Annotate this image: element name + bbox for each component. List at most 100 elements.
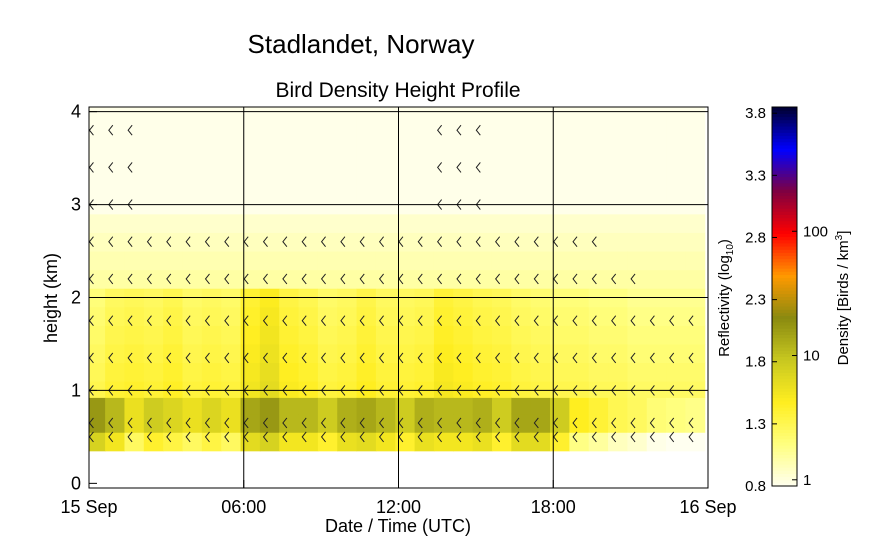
heatmap-cell: [569, 432, 590, 452]
wind-barb: [514, 315, 520, 327]
heatmap-cell: [569, 213, 590, 233]
heatmap-cell: [337, 432, 358, 452]
wind-barb: [166, 273, 172, 285]
heatmap-cell: [143, 432, 164, 452]
heatmap-cell: [491, 381, 512, 398]
colorbar-segment: [772, 302, 797, 307]
heatmap-cell: [201, 362, 222, 382]
heatmap-cell: [530, 269, 551, 289]
heatmap-cell: [375, 306, 396, 326]
heatmap-cell: [453, 107, 474, 150]
colorbar-segment: [772, 268, 797, 272]
heatmap-cell: [588, 343, 609, 364]
heatmap-cell: [433, 213, 454, 233]
wind-barb: [146, 236, 152, 248]
wind-barb: [533, 236, 539, 248]
wind-barb: [475, 417, 481, 429]
heatmap-cell: [511, 148, 532, 187]
wind-barb: [533, 273, 539, 285]
wind-barb: [417, 352, 423, 364]
heatmap-cell: [375, 397, 396, 415]
heatmap-cell: [491, 362, 512, 382]
heatmap-cell: [143, 269, 164, 289]
heatmap-cell: [395, 381, 416, 398]
colorbar-segment: [772, 296, 797, 301]
heatmap-cell: [472, 213, 493, 233]
colorbar-segment: [772, 271, 797, 275]
heatmap-cell: [666, 213, 686, 233]
colorbar-segment: [772, 410, 797, 414]
heatmap-cell: [89, 185, 106, 215]
heatmap-cell: [221, 269, 242, 289]
colorbar-segment: [772, 350, 797, 354]
heatmap-cell: [337, 148, 358, 187]
wind-barb: [591, 236, 597, 248]
heatmap-cell: [182, 397, 203, 415]
heatmap-cell: [89, 148, 106, 187]
heatmap-cell: [395, 269, 416, 289]
heatmap-cell: [414, 148, 435, 187]
wind-barb: [127, 162, 133, 173]
colorbar-segment: [772, 388, 797, 392]
heatmap-cell: [298, 381, 319, 398]
heatmap-cell: [279, 251, 300, 271]
colorbar-segment: [772, 432, 797, 437]
wind-barb: [495, 236, 501, 248]
wind-barb: [282, 417, 288, 429]
wind-barb: [688, 431, 694, 443]
heatmap-cell: [588, 325, 609, 345]
colorbar-segment: [772, 255, 797, 260]
wind-barb: [456, 315, 462, 327]
heatmap-cell: [240, 107, 261, 150]
heatmap-cell: [163, 269, 183, 289]
heatmap-cell: [240, 343, 261, 364]
heatmap-cell: [259, 432, 280, 452]
heatmap-cell: [530, 107, 551, 150]
colorbar-segment: [772, 239, 797, 244]
heatmap-cell: [143, 343, 164, 364]
heatmap-cell: [356, 251, 377, 271]
heatmap-cell: [105, 325, 125, 345]
heatmap-cell: [356, 343, 377, 364]
heatmap-cell: [221, 432, 242, 452]
wind-barb: [320, 352, 326, 364]
heatmap-cell: [453, 343, 474, 364]
heatmap-cell: [182, 362, 203, 382]
wind-barb: [378, 315, 384, 327]
wind-barb: [436, 124, 443, 136]
heatmap-cell: [433, 251, 454, 271]
heatmap-cell: [666, 397, 686, 415]
heatmap-cell: [453, 185, 474, 215]
wind-barb: [224, 417, 230, 429]
heatmap-cell: [279, 107, 300, 150]
heatmap-cell: [608, 306, 628, 326]
colorbar-segment: [772, 378, 797, 383]
heatmap-cell: [530, 343, 551, 364]
heatmap-cell: [627, 381, 648, 398]
colorbar-segment: [772, 328, 797, 332]
wind-barb: [146, 417, 152, 429]
heatmap-cell: [433, 107, 454, 150]
colorbar-segment: [772, 451, 797, 456]
heatmap-cell: [375, 432, 396, 452]
wind-barb: [127, 236, 133, 248]
heatmap-cell: [259, 413, 280, 433]
heatmap-cell: [143, 232, 164, 252]
wind-barb: [359, 352, 365, 364]
heatmap-cell: [433, 397, 454, 415]
wind-barb: [417, 417, 423, 429]
heatmap-cell: [627, 185, 648, 215]
colorbar-segment: [772, 476, 797, 481]
heatmap-cell: [221, 397, 242, 415]
wind-barb: [340, 417, 346, 429]
colorbar-segment: [772, 429, 797, 433]
heatmap-cell: [433, 362, 454, 382]
colorbar-segment: [772, 144, 797, 149]
heatmap-cell: [375, 413, 396, 433]
heatmap-cell: [221, 213, 242, 233]
chart-title: Bird Density Height Profile: [275, 79, 520, 102]
wind-barb: [282, 273, 288, 285]
x-tick-label: 06:00: [221, 497, 266, 517]
heatmap-cell: [317, 148, 338, 187]
heatmap-cell: [124, 362, 145, 382]
